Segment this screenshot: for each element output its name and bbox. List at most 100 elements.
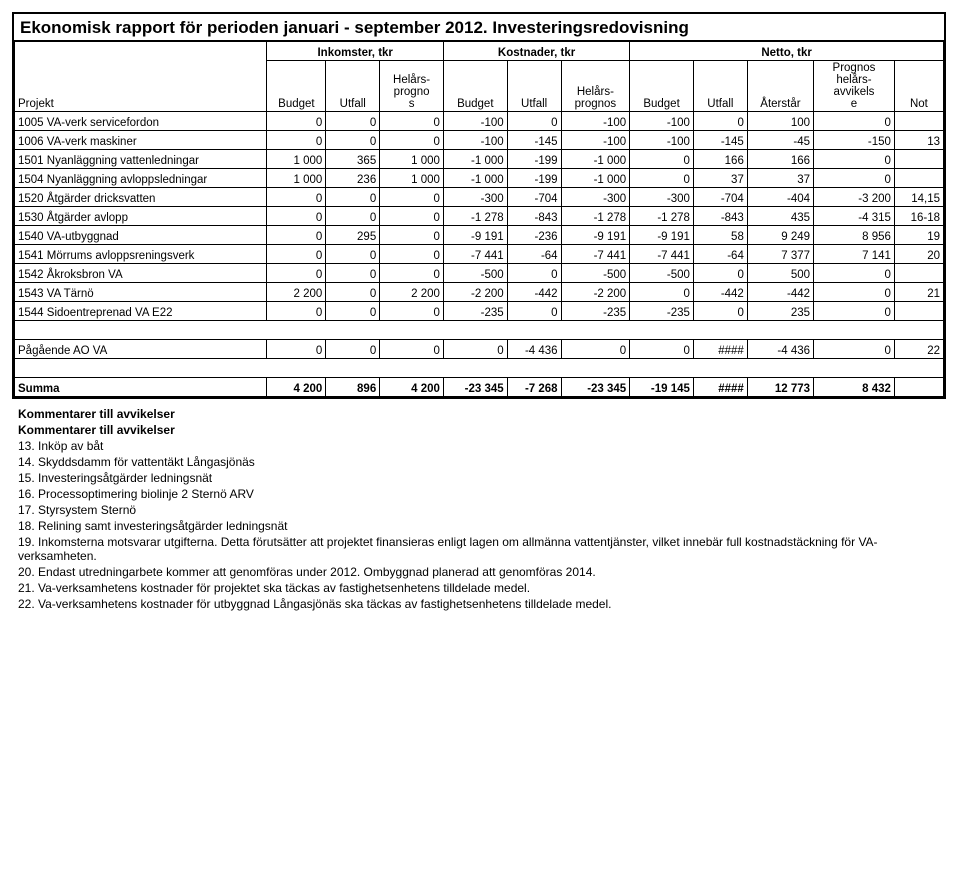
cell: -235: [630, 302, 694, 321]
table-row: 1543 VA Tärnö2 20002 200-2 200-442-2 200…: [15, 283, 944, 302]
row-label: 1543 VA Tärnö: [15, 283, 267, 302]
comment-line: 15. Investeringsåtgärder ledningsnät: [18, 471, 942, 485]
cell: 0: [267, 226, 326, 245]
cell: -442: [507, 283, 561, 302]
cell: -145: [693, 131, 747, 150]
table-row: 1540 VA-utbyggnad02950-9 191-236-9 191-9…: [15, 226, 944, 245]
cell: -1 278: [630, 207, 694, 226]
cell: 2 200: [267, 283, 326, 302]
cell: -1 000: [561, 169, 630, 188]
comment-line: 16. Processoptimering biolinje 2 Sternö …: [18, 487, 942, 501]
cell: [894, 302, 943, 321]
cell: 0: [814, 169, 895, 188]
cell: -4 436: [747, 340, 813, 359]
table-row: 1520 Åtgärder dricksvatten000-300-704-30…: [15, 188, 944, 207]
cell: 8 432: [814, 378, 895, 397]
cell: 365: [326, 150, 380, 169]
col-projekt: Projekt: [15, 42, 267, 112]
colgroup-kostnader: Kostnader, tkr: [443, 42, 629, 61]
cell: -1 278: [561, 207, 630, 226]
cell: -100: [630, 131, 694, 150]
cell: -236: [507, 226, 561, 245]
cell: -150: [814, 131, 895, 150]
cell: 0: [326, 245, 380, 264]
cell: -442: [747, 283, 813, 302]
cell: 0: [326, 207, 380, 226]
cell: 235: [747, 302, 813, 321]
cell: 0: [267, 207, 326, 226]
table-head: Projekt Inkomster, tkr Kostnader, tkr Ne…: [15, 42, 944, 112]
table-row: 1006 VA-verk maskiner000-100-145-100-100…: [15, 131, 944, 150]
cell: -235: [561, 302, 630, 321]
cell: 0: [267, 264, 326, 283]
cell: -23 345: [443, 378, 507, 397]
comment-line: 13. Inköp av båt: [18, 439, 942, 453]
cell: -100: [443, 131, 507, 150]
row-label: 1501 Nyanläggning vattenledningar: [15, 150, 267, 169]
cell: -4 436: [507, 340, 561, 359]
col-budget-2: Budget: [443, 61, 507, 112]
cell: -3 200: [814, 188, 895, 207]
cell: ####: [693, 340, 747, 359]
comment-line: 14. Skyddsdamm för vattentäkt Långasjönä…: [18, 455, 942, 469]
cell: 37: [747, 169, 813, 188]
col-not: Not: [894, 61, 943, 112]
cell: -500: [561, 264, 630, 283]
table-row: 1544 Sidoentreprenad VA E22000-2350-235-…: [15, 302, 944, 321]
cell: 166: [693, 150, 747, 169]
cell: -7 441: [443, 245, 507, 264]
table-row: 1501 Nyanläggning vattenledningar 1 00036…: [15, 150, 944, 169]
cell: 896: [326, 378, 380, 397]
cell: 0: [380, 207, 444, 226]
cell: -7 268: [507, 378, 561, 397]
table-row: Summa4 2008964 200-23 345-7 268-23 345-1…: [15, 378, 944, 397]
cell: -64: [693, 245, 747, 264]
cell: 0: [814, 112, 895, 131]
cell: 0: [267, 302, 326, 321]
cell: 0: [326, 283, 380, 302]
cell: -500: [443, 264, 507, 283]
row-label: 1005 VA-verk servicefordon: [15, 112, 267, 131]
row-label: 1530 Åtgärder avlopp: [15, 207, 267, 226]
table-row: 1504 Nyanläggning avloppsledningar1 0002…: [15, 169, 944, 188]
col-helars-1: Helårs- progno s: [380, 61, 444, 112]
cell: 0: [326, 302, 380, 321]
cell: 0: [326, 188, 380, 207]
cell: 0: [380, 302, 444, 321]
cell: 0: [380, 188, 444, 207]
cell: -300: [443, 188, 507, 207]
cell: 0: [561, 340, 630, 359]
cell: -45: [747, 131, 813, 150]
cell: 16-18: [894, 207, 943, 226]
cell: -1 000: [561, 150, 630, 169]
cell: 12 773: [747, 378, 813, 397]
cell: 7 377: [747, 245, 813, 264]
cell: 0: [380, 264, 444, 283]
cell: -100: [630, 112, 694, 131]
col-budget-3: Budget: [630, 61, 694, 112]
cell: -300: [561, 188, 630, 207]
cell: [894, 169, 943, 188]
cell: -9 191: [561, 226, 630, 245]
colgroup-inkomster: Inkomster, tkr: [267, 42, 443, 61]
cell: 0: [630, 340, 694, 359]
cell: 100: [747, 112, 813, 131]
cell: -843: [507, 207, 561, 226]
cell: 435: [747, 207, 813, 226]
cell: -145: [507, 131, 561, 150]
cell: 0: [326, 340, 380, 359]
cell: 0: [693, 302, 747, 321]
row-label: 1520 Åtgärder dricksvatten: [15, 188, 267, 207]
comments-heading-2: Kommentarer till avvikelser: [18, 423, 942, 437]
row-label: 1541 Mörrums avloppsreningsverk: [15, 245, 267, 264]
cell: 22: [894, 340, 943, 359]
cell: 166: [747, 150, 813, 169]
cell: -704: [507, 188, 561, 207]
cell: [894, 112, 943, 131]
col-utfall-1: Utfall: [326, 61, 380, 112]
cell: 8 956: [814, 226, 895, 245]
cell: 1 000: [380, 150, 444, 169]
cell: -1 000: [443, 169, 507, 188]
cell: -1 278: [443, 207, 507, 226]
col-aterstar: Återstår: [747, 61, 813, 112]
